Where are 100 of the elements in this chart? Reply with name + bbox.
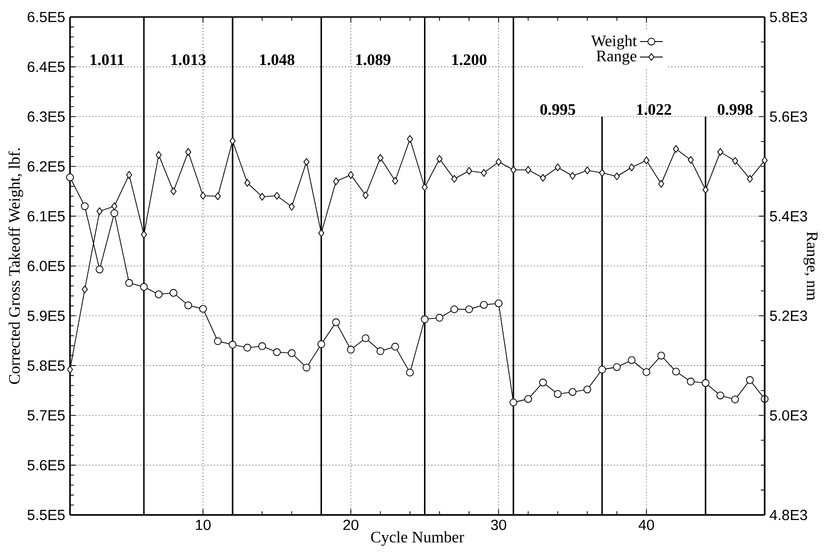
point	[628, 356, 636, 364]
point	[273, 348, 281, 356]
point	[732, 157, 738, 165]
point	[436, 155, 443, 163]
point	[318, 229, 324, 237]
point	[466, 167, 472, 175]
point	[525, 166, 532, 174]
point	[126, 170, 132, 179]
point	[480, 168, 487, 177]
y-tick-label: 6.5E5	[28, 12, 65, 22]
point	[333, 177, 340, 186]
point	[524, 395, 532, 403]
y-tick-label: 6.0E5	[28, 260, 65, 272]
y-tick-label: 6.3E5	[28, 111, 65, 122]
annotation: 1.200	[452, 54, 486, 66]
point	[494, 299, 502, 308]
annotation: 1.022	[637, 104, 672, 115]
x-tick-label: 40	[638, 520, 654, 530]
point	[200, 192, 206, 200]
point	[672, 145, 679, 153]
point	[111, 202, 118, 210]
y-tick-label: 5.6E5	[28, 460, 65, 470]
point	[540, 174, 546, 182]
point	[140, 283, 148, 291]
point	[156, 151, 162, 159]
point	[422, 183, 428, 192]
point	[568, 388, 576, 396]
point	[125, 279, 133, 287]
point	[406, 368, 414, 376]
point	[496, 158, 502, 166]
annotation: 0.998	[718, 104, 753, 115]
point	[716, 392, 724, 400]
annotation: 0.995	[540, 104, 576, 115]
point	[184, 301, 192, 310]
point	[702, 379, 710, 387]
point	[96, 266, 104, 274]
point	[110, 209, 118, 218]
point	[302, 364, 310, 372]
point	[288, 202, 295, 211]
point	[465, 305, 473, 314]
point	[362, 334, 370, 342]
point	[451, 174, 458, 183]
point	[554, 390, 562, 398]
point	[362, 191, 369, 200]
point	[80, 202, 89, 210]
point	[510, 166, 516, 174]
x-tick-label: 10	[196, 520, 211, 530]
point	[598, 366, 606, 374]
point	[228, 340, 236, 349]
y2-tick-label: 5.0E3	[770, 410, 808, 421]
x-tick-label: 30	[491, 520, 506, 530]
point	[510, 398, 518, 406]
point	[480, 300, 488, 309]
point	[82, 286, 88, 294]
annotation: 1.011	[90, 54, 124, 66]
legend-label: Range	[596, 50, 636, 65]
point	[420, 315, 429, 324]
point	[643, 156, 650, 164]
y2-tick-label: 5.8E3	[770, 12, 808, 22]
point	[702, 186, 709, 194]
y2-tick-label: 4.8E3	[770, 510, 808, 520]
point	[66, 173, 74, 182]
point	[584, 166, 590, 174]
point	[376, 347, 384, 356]
point	[199, 304, 207, 313]
point	[214, 192, 221, 200]
point	[657, 352, 666, 360]
y-tick-label: 5.8E5	[28, 360, 65, 371]
point	[642, 368, 650, 376]
point	[628, 164, 635, 172]
point	[317, 340, 326, 348]
annotation: 1.089	[356, 54, 390, 66]
y-tick-label: 5.9E5	[28, 310, 65, 321]
x-tick-label: 20	[343, 520, 358, 530]
point	[658, 180, 664, 188]
point	[554, 164, 561, 172]
y2-tick-label: 5.6E3	[770, 111, 808, 122]
point	[258, 342, 266, 350]
y-tick-label: 6.1E5	[28, 211, 65, 222]
point	[170, 289, 178, 297]
point	[67, 366, 74, 374]
point	[140, 230, 147, 238]
point	[688, 156, 694, 164]
y2-tick-label: 5.4E3	[770, 211, 808, 222]
y-tick-label: 5.5E5	[28, 510, 65, 520]
legend-label: Weight	[591, 35, 637, 50]
y2-tick-label: 5.2E3	[770, 310, 808, 321]
annotation: 1.048	[260, 54, 294, 66]
point	[672, 368, 680, 376]
point	[406, 135, 413, 143]
y2-axis-title: Range, nm	[804, 232, 818, 300]
point	[539, 378, 547, 386]
point	[288, 349, 296, 358]
point	[746, 174, 753, 183]
point	[332, 318, 340, 326]
point	[762, 156, 768, 164]
point	[614, 172, 620, 180]
point	[274, 192, 280, 200]
point	[450, 305, 458, 314]
point	[244, 178, 250, 187]
